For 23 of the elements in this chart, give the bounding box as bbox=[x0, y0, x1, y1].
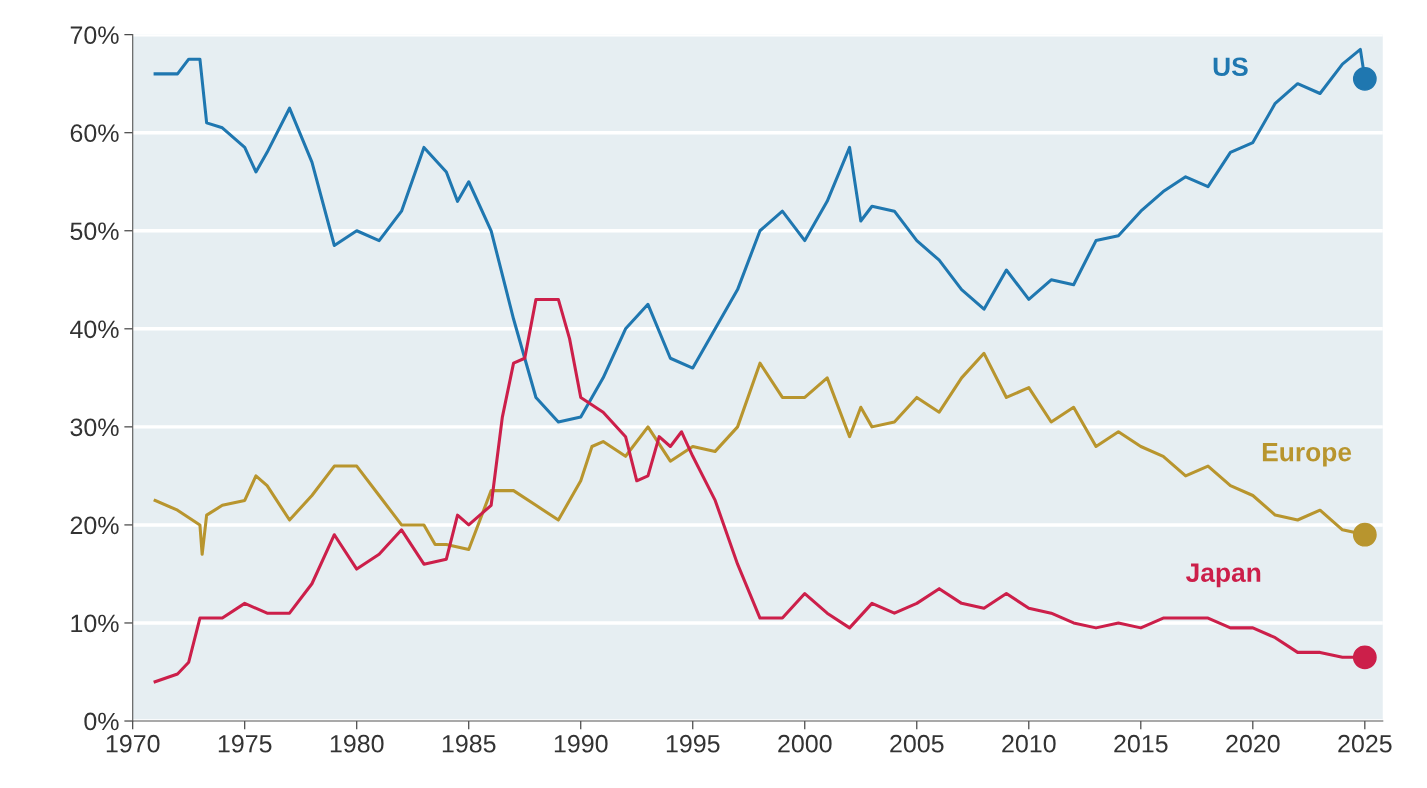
y-tick-label: 10% bbox=[71, 614, 119, 633]
x-tick-label: 2020 bbox=[1226, 734, 1280, 753]
x-tick-label: 1990 bbox=[554, 734, 608, 753]
x-tick-label: 1995 bbox=[666, 734, 720, 753]
y-tick-label: 0% bbox=[84, 712, 119, 731]
y-tick-label: 30% bbox=[70, 418, 119, 437]
x-tick-label: 1985 bbox=[442, 734, 496, 753]
series-label: Japan bbox=[1185, 563, 1261, 588]
x-tick-label: 2015 bbox=[1114, 734, 1168, 753]
series-label: US bbox=[1213, 57, 1248, 77]
y-tick-label: 70% bbox=[70, 26, 119, 44]
x-tick-label: 1975 bbox=[218, 734, 272, 753]
x-tick-label: 2010 bbox=[1002, 734, 1056, 753]
x-tick-label: 2005 bbox=[890, 734, 944, 753]
y-tick-label: 60% bbox=[70, 124, 119, 143]
series-label: Europe bbox=[1262, 442, 1352, 467]
x-tick-label: 2025 bbox=[1338, 734, 1392, 753]
x-tick-label: 1980 bbox=[330, 734, 384, 753]
y-tick-label: 50% bbox=[70, 222, 119, 241]
y-tick-label: 40% bbox=[70, 320, 119, 339]
x-tick-label: 2000 bbox=[778, 734, 832, 753]
x-tick-label: 1970 bbox=[106, 734, 160, 753]
y-tick-label: 20% bbox=[70, 516, 119, 535]
